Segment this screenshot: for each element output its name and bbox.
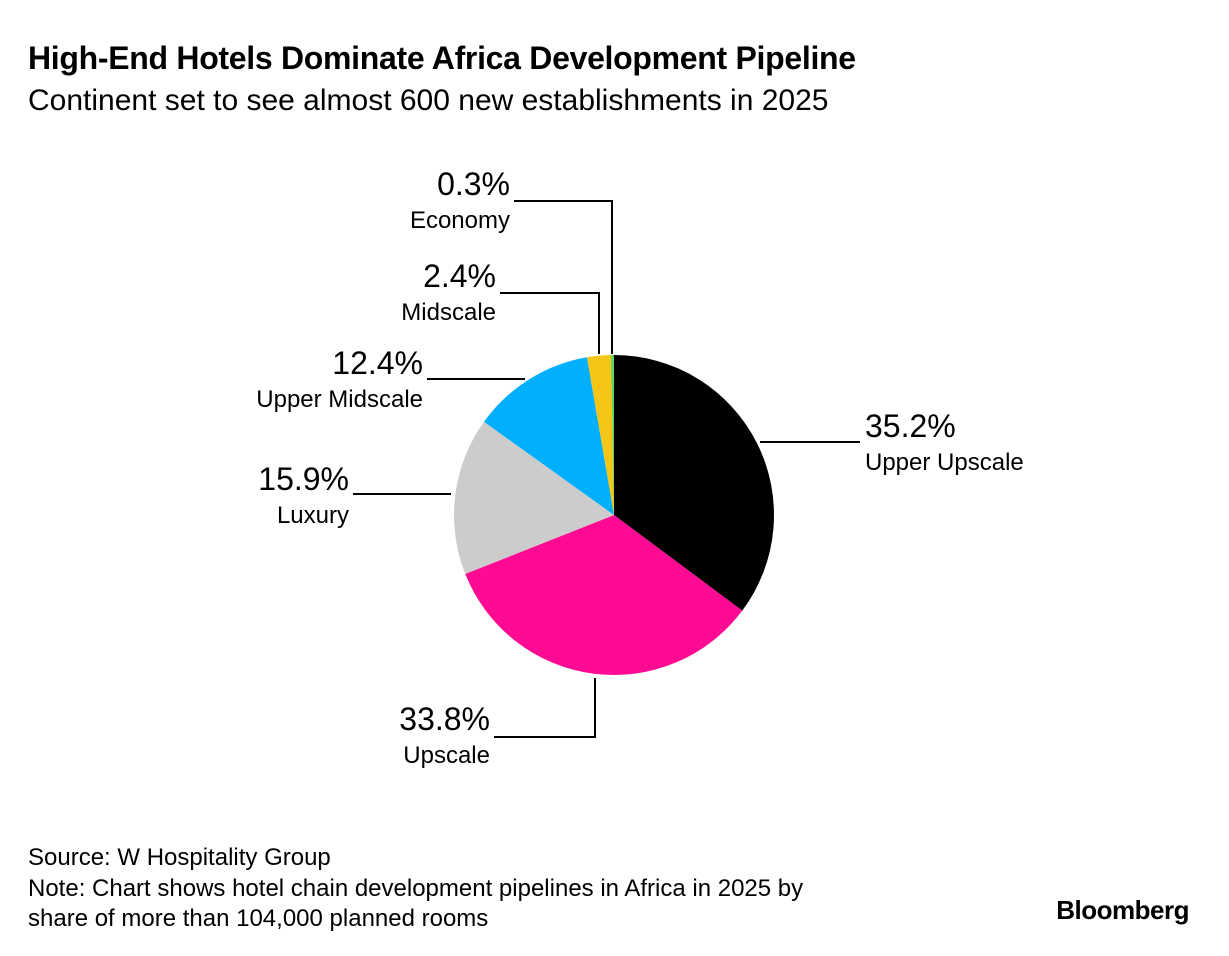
- slice-category-label: Midscale: [401, 299, 496, 326]
- chart-note-line-1: Note: Chart shows hotel chain developmen…: [28, 875, 804, 902]
- leader-line-midscale: [500, 292, 600, 354]
- slice-midscale: [586, 355, 614, 515]
- slice-upper-midscale: [483, 357, 614, 515]
- slice-category-label: Upper Upscale: [865, 449, 1024, 476]
- slice-category-label: Economy: [410, 207, 510, 234]
- bloomberg-logo: Bloomberg: [1056, 895, 1189, 925]
- slice-category-label: Luxury: [277, 502, 349, 529]
- slice-value-label: 33.8%: [399, 701, 490, 737]
- slice-labels: 35.2% Upper Upscale 33.8% Upscale 15.9% Luxur…: [256, 166, 1023, 769]
- leader-line-upscale: [494, 678, 596, 738]
- slice-luxury: [454, 421, 614, 574]
- leader-lines: [353, 200, 860, 738]
- chart-note: Note: Chart shows hotel chain developmen…: [28, 874, 803, 934]
- slice-upscale: [465, 515, 743, 675]
- slice-category-label: Upscale: [403, 742, 490, 769]
- slice-value-label: 15.9%: [258, 461, 349, 497]
- pie-slices: [454, 355, 774, 675]
- slice-value-label: 2.4%: [423, 258, 496, 294]
- slice-economy: [610, 355, 614, 515]
- slice-upper-upscale: [614, 355, 774, 611]
- slice-value-label: 0.3%: [437, 166, 510, 202]
- chart-note-line-2: share of more than 104,000 planned rooms: [28, 905, 489, 932]
- leader-line-economy: [514, 200, 613, 354]
- chart-subtitle: Continent set to see almost 600 new esta…: [28, 84, 829, 117]
- pie-chart: 35.2% Upper Upscale 33.8% Upscale 15.9% Luxur…: [256, 166, 1023, 769]
- slice-category-label: Upper Midscale: [256, 386, 423, 413]
- slice-value-label: 35.2%: [865, 408, 956, 444]
- chart-title: High-End Hotels Dominate Africa Developm…: [28, 40, 856, 76]
- source-note: Source: W Hospitality Group: [28, 844, 331, 871]
- slice-value-label: 12.4%: [332, 345, 423, 381]
